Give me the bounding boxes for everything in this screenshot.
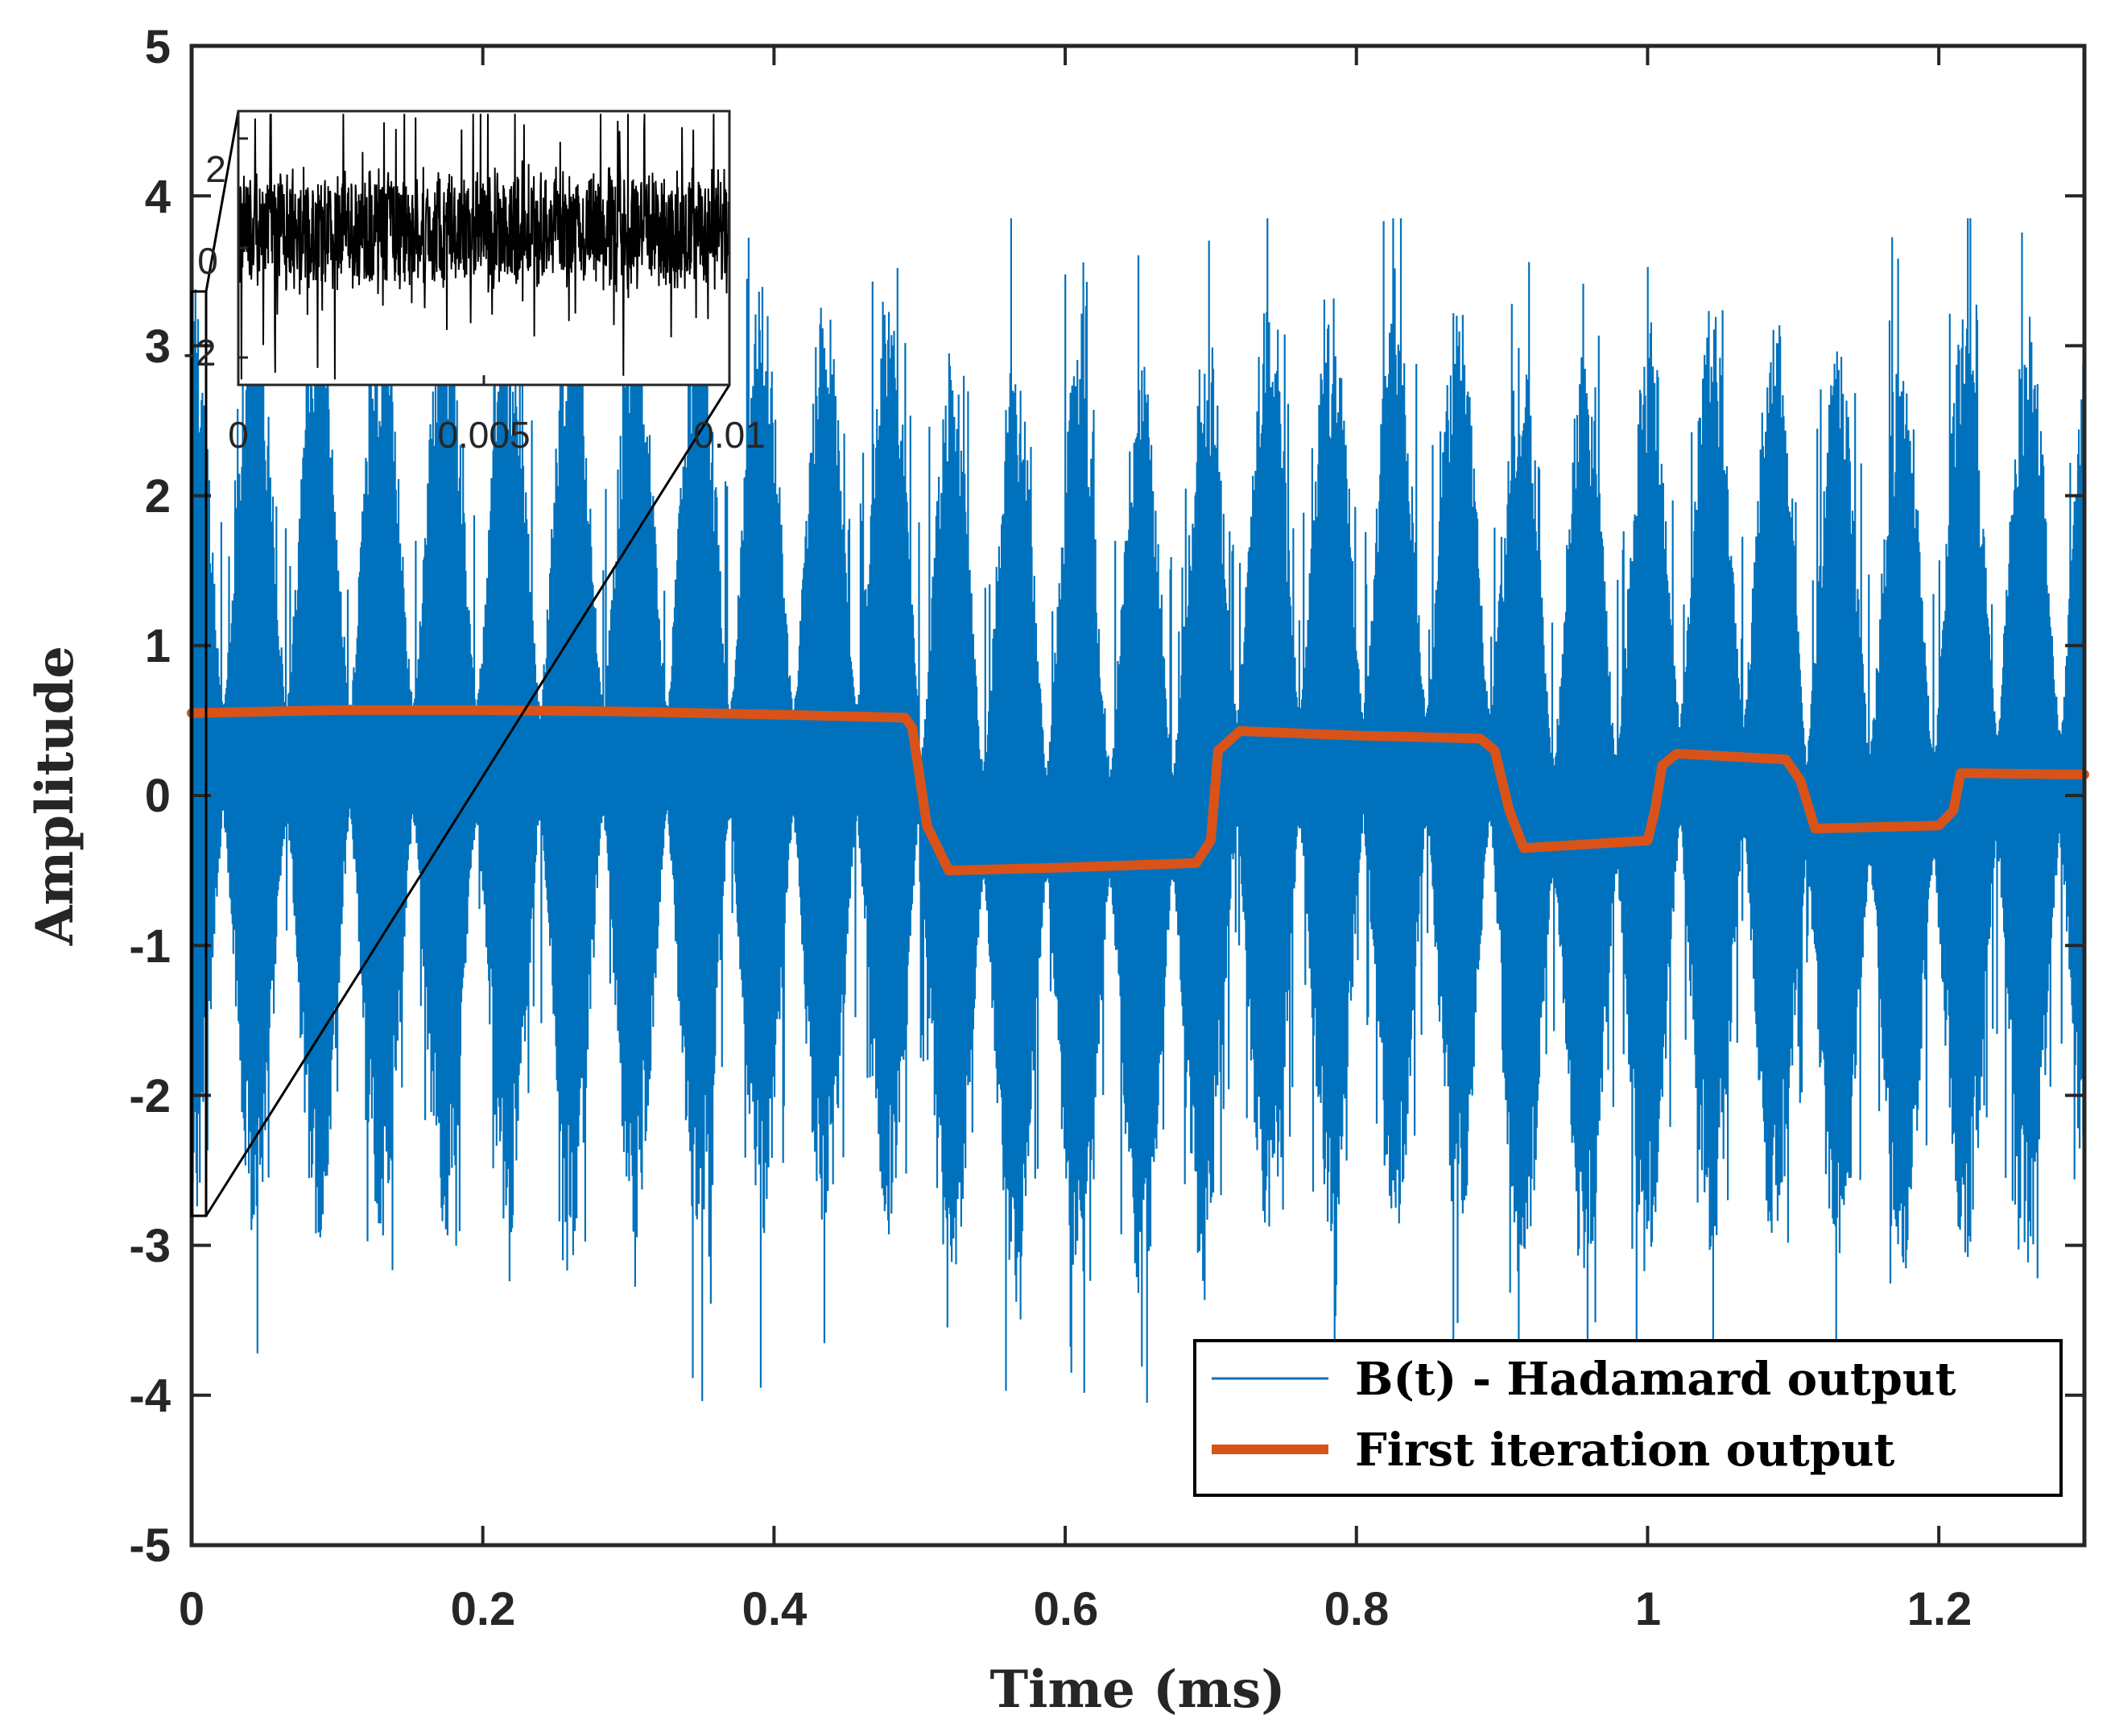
inset-ticks: [237, 137, 731, 385]
x-axis-title: Time (ms): [990, 1660, 1286, 1720]
output-series: [187, 705, 2089, 876]
y-tick-label: -5: [129, 1519, 171, 1572]
y-tick-label: 3: [145, 320, 171, 373]
x-tick-label: 1.2: [1907, 1583, 1972, 1635]
y-tick-label: 2: [145, 470, 171, 523]
y-tick-label: 5: [145, 21, 171, 73]
inset-y-tick-label: 0: [197, 240, 218, 282]
y-tick-label: -3: [129, 1220, 171, 1272]
output-line: [187, 705, 2089, 876]
x-tick-label: 0.4: [742, 1583, 808, 1635]
inset-x-tick-label: 0: [228, 414, 249, 456]
inset-y-tick-label: 2: [205, 148, 226, 190]
inset-y-tick-label: -2: [184, 332, 217, 374]
zoom-connector-line: [204, 110, 240, 292]
x-tick-label: 0.2: [451, 1583, 516, 1635]
inset-trace: [238, 114, 730, 380]
zoom-connector-line: [204, 384, 731, 1217]
axis-ticks: [190, 44, 2084, 1547]
y-tick-label: 0: [145, 770, 171, 822]
signal-series: [191, 218, 2085, 1403]
zoom-region-box: [190, 290, 208, 1217]
x-tick-label: 0: [179, 1583, 204, 1635]
y-tick-label: -4: [129, 1370, 171, 1422]
legend-box: [1193, 1339, 2063, 1497]
x-tick-label: 0.6: [1034, 1583, 1099, 1635]
legend-label-signal: B(t) - Hadamard output: [1355, 1353, 1956, 1406]
inset-signal: [238, 114, 730, 380]
inset-x-tick-label: 0.01: [693, 414, 766, 456]
y-axis-title: Amplitude: [25, 646, 85, 946]
y-tick-label: -2: [129, 1070, 171, 1122]
inset-x-tick-label: 0.005: [437, 414, 530, 456]
y-tick-label: 4: [145, 171, 171, 223]
x-tick-label: 1: [1635, 1583, 1661, 1635]
x-tick-label: 0.8: [1324, 1583, 1390, 1635]
signal-trace: [191, 218, 2085, 1403]
y-tick-label: 1: [145, 620, 171, 672]
legend-label-output: First iteration output: [1355, 1424, 1894, 1477]
y-tick-label: -1: [129, 920, 171, 973]
